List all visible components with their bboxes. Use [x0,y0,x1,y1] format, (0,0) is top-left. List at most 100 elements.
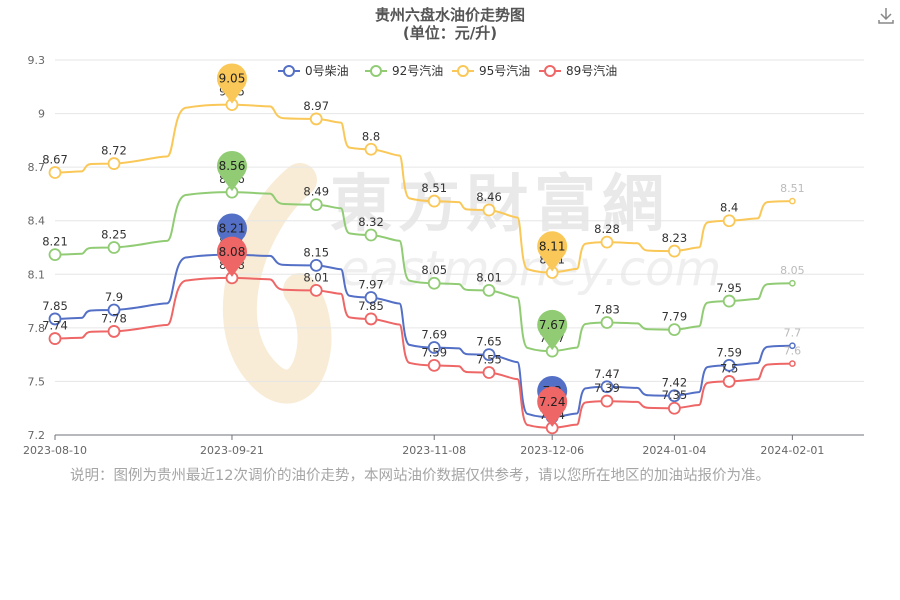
data-label: 8.51 [421,181,447,195]
watermark-cn: 東方財富網 [330,167,670,240]
marker-pin [216,63,247,104]
data-point[interactable] [309,198,323,212]
data-label: 8.4 [720,201,738,215]
grid [55,59,864,436]
data-point[interactable] [48,332,62,345]
legend-item-3[interactable]: 89号汽油 [539,63,617,78]
data-point[interactable] [48,312,62,326]
data-label: 7.59 [716,345,742,359]
data-point[interactable] [789,197,796,205]
legend[interactable]: 0号柴油 92号汽油 95号汽油 89号汽油 [278,63,617,78]
data-point[interactable] [600,316,614,329]
data-point[interactable] [364,228,378,242]
x-tick-label: 2023-11-08 [402,444,466,457]
download-icon[interactable] [876,6,896,26]
data-label: 7.59 [421,345,447,359]
min-marker[interactable]: 7.67 [537,309,568,351]
data-label: 7.5 [720,361,738,375]
marker-pin [216,150,247,192]
legend-item-2[interactable]: 95号汽油 [452,63,530,78]
data-point[interactable] [789,342,796,350]
y-tick-label: 7.5 [28,375,46,388]
data-point[interactable] [107,325,121,338]
legend-item-1[interactable]: 92号汽油 [365,63,443,78]
data-point[interactable] [722,214,736,228]
data-point[interactable] [667,401,681,415]
marker-label: 8.11 [539,240,566,254]
data-point[interactable] [789,360,796,367]
data-point[interactable] [309,258,323,272]
data-label: 8.25 [101,228,127,242]
data-point[interactable] [722,375,736,388]
max-marker[interactable]: 8.56 [216,150,247,192]
data-point[interactable] [107,157,121,170]
data-point[interactable] [789,279,796,287]
data-point[interactable] [107,241,121,254]
data-label: 7.97 [358,278,384,292]
series-line [54,276,793,429]
data-point[interactable] [427,358,441,372]
data-label: 7.7 [784,327,802,340]
y-tick-label: 8.4 [28,215,46,228]
min-marker[interactable]: 7.24 [537,386,568,427]
data-label: 7.47 [594,367,620,381]
series-group: 7.857.98.218.157.977.697.657.37.477.427.… [42,63,805,435]
y-tick-label: 8.1 [28,268,46,281]
y-tick-label: 9 [38,108,45,121]
data-point[interactable] [107,303,121,317]
max-marker[interactable]: 8.21 [216,213,247,254]
x-axis: 2023-08-10 2023-09-21 2023-11-08 2023-12-06… [23,434,864,457]
data-point[interactable] [482,203,496,217]
data-label: 7.95 [716,281,742,295]
data-point[interactable] [427,276,441,290]
max-marker[interactable]: 9.05 [216,63,247,104]
data-point[interactable] [48,248,62,262]
marker-pin [537,309,568,351]
data-label: 8.28 [594,222,620,236]
legend-label: 95号汽油 [479,63,530,78]
data-point[interactable] [364,312,378,326]
marker-label: 8.21 [219,222,246,236]
data-label: 7.55 [476,353,502,367]
data-label: 8.23 [662,231,688,245]
data-point[interactable] [482,348,496,362]
y-axis: 7.2 7.5 7.8 8.1 8.4 8.7 9 9.3 [28,54,46,442]
min-marker[interactable]: 8.11 [537,231,568,272]
data-label: 7.65 [476,335,502,349]
data-point[interactable] [309,283,323,297]
series-line [54,191,793,353]
data-label: 7.42 [662,376,688,390]
series-line [54,253,793,419]
data-point[interactable] [600,394,614,408]
legend-item-0[interactable]: 0号柴油 [278,64,349,78]
x-tick-label: 2023-12-06 [520,444,584,457]
series-1: 8.21 8.25 8.56 8.49 8.32 8.05 8.01 7.67 7.83 7.79… [42,150,805,358]
data-point[interactable] [600,235,614,249]
data-point[interactable] [722,358,736,372]
data-point[interactable] [427,194,441,208]
marker-label: 8.08 [219,245,246,259]
data-point[interactable] [600,380,614,394]
data-point[interactable] [427,341,441,354]
chart-note: 说明：图例为贵州最近12次调价的油价走势，本网站油价数据仅供参考，请以您所在地区… [70,468,770,484]
marker-label: 7.67 [539,318,566,332]
chart-title: 贵州六盘水油价走势图 [375,6,525,24]
data-point[interactable] [722,294,736,308]
data-point[interactable] [482,366,496,379]
legend-marker [457,65,469,77]
legend-marker [283,65,295,77]
marker-label: 7.24 [539,395,566,409]
data-point[interactable] [309,112,323,126]
data-point[interactable] [482,283,496,297]
data-label: 7.79 [662,310,688,324]
data-point[interactable] [667,389,681,403]
data-point[interactable] [364,142,378,156]
series-2: 8.67 8.72 9.05 8.97 8.8 8.51 8.46 8.11 8.28 8.23 8… [42,63,805,279]
data-point[interactable] [667,323,681,337]
legend-label: 92号汽油 [392,63,443,78]
marker-label: 9.05 [219,72,246,86]
max-marker[interactable]: 8.08 [216,236,247,277]
data-point[interactable] [667,244,681,258]
data-point[interactable] [48,166,62,179]
data-point[interactable] [364,291,378,304]
